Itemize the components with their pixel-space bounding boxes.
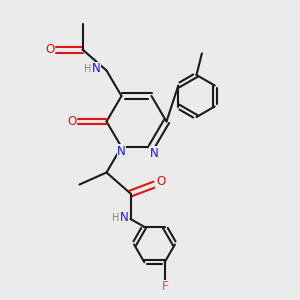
- Text: H: H: [112, 213, 119, 224]
- Text: N: N: [149, 146, 158, 160]
- Text: O: O: [45, 43, 54, 56]
- Text: N: N: [117, 145, 126, 158]
- Text: H: H: [84, 64, 92, 74]
- Text: F: F: [161, 280, 168, 293]
- Text: O: O: [68, 115, 76, 128]
- Text: N: N: [119, 211, 128, 224]
- Text: O: O: [156, 175, 165, 188]
- Text: N: N: [92, 62, 100, 76]
